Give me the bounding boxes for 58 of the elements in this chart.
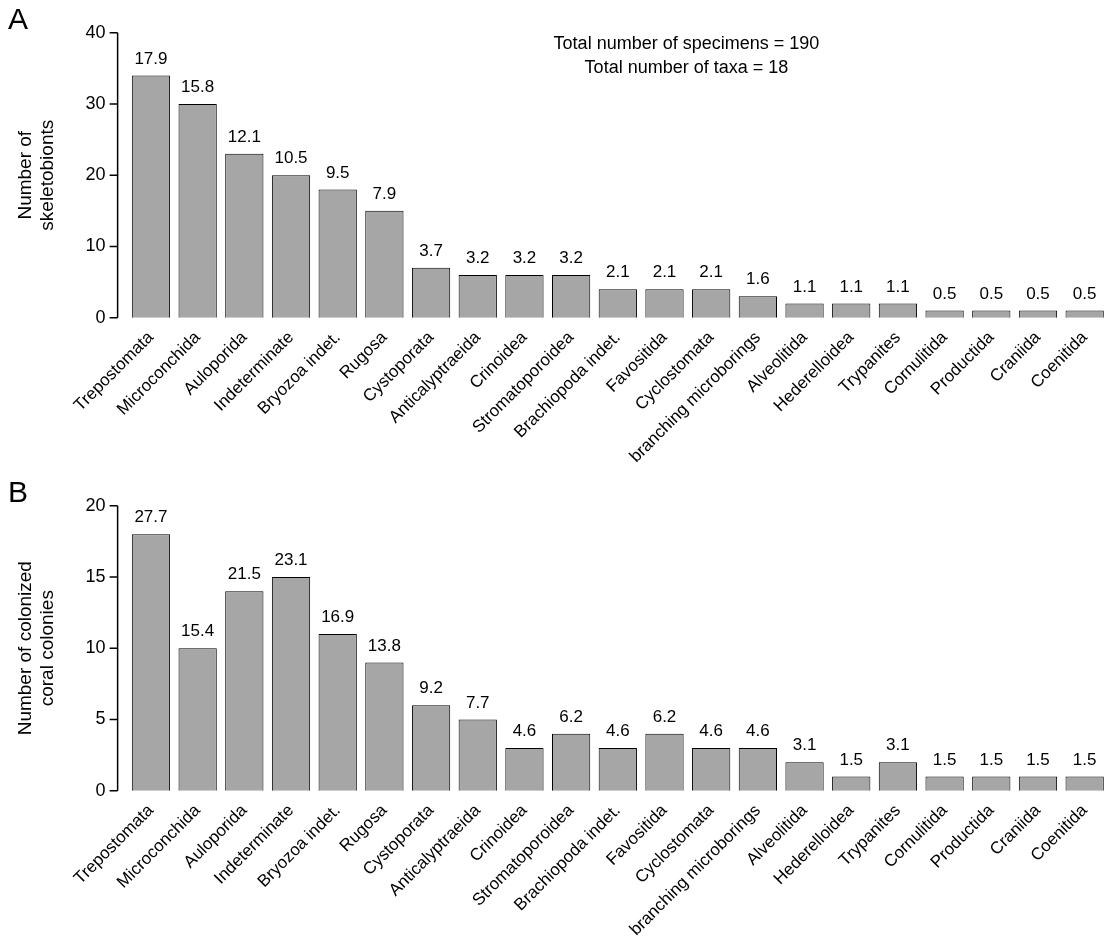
annotation: 2.1 [652,262,677,282]
annotation: 27.7 [134,507,168,527]
annotation: 2.1 [699,262,723,282]
y-tick-label: 10 [85,235,106,256]
chart-title: B [8,475,29,509]
y-axis-title: Number of colonized coral colonies [13,561,58,736]
annotation: 12.1 [227,127,261,147]
annotation: 4.6 [605,721,630,741]
annotation: 1.5 [979,749,1004,769]
annotation: Total number of specimens = 190 [553,32,820,53]
annotation: 4.6 [699,721,723,741]
annotation: 23.1 [274,550,308,570]
y-tick-label: 20 [85,164,106,185]
annotation: 15.8 [181,77,215,97]
y-tick-label: 20 [85,494,106,515]
annotation: 0.5 [979,283,1004,303]
annotation: 0.5 [1072,283,1097,303]
annotation: 2.1 [605,262,630,282]
y-tick-label: 10 [85,637,106,658]
annotation: 6.2 [559,706,583,726]
annotation: 9.5 [325,162,350,182]
annotation: 7.7 [465,692,490,712]
y-tick-label: 0 [95,306,106,327]
annotation: 3.2 [559,248,583,268]
annotation: 4.6 [512,721,537,741]
annotation: 0.5 [1026,283,1050,303]
chart-title: A [8,2,29,36]
annotation: 3.7 [419,240,443,260]
annotation: 1.5 [839,749,864,769]
annotation: 16.9 [321,607,355,627]
y-tick-label: 15 [85,565,106,586]
annotation: 7.9 [372,184,397,204]
annotation: 1.5 [1072,749,1097,769]
annotation: 13.8 [367,635,401,655]
annotation: 9.2 [419,678,443,698]
annotation: 1.6 [746,269,770,289]
annotation: 3.2 [465,248,490,268]
y-tick-label: 40 [85,21,106,42]
annotation: 21.5 [227,564,261,584]
annotation: 3.1 [792,735,817,755]
annotation: 4.6 [746,721,770,741]
y-tick-label: 0 [95,779,106,800]
annotation: Total number of taxa = 18 [584,56,789,77]
annotation: 1.5 [932,749,957,769]
annotation: 1.5 [1026,749,1050,769]
y-tick-label: 30 [85,92,106,113]
annotation: 10.5 [274,148,308,168]
annotation: 3.1 [886,735,910,755]
y-axis-title: Number of skeletobionts [13,119,58,231]
annotation: 15.4 [181,621,215,641]
annotation: 3.2 [512,248,537,268]
annotation: 1.1 [886,276,910,296]
y-tick-label: 5 [95,708,106,729]
annotation: 1.1 [792,276,817,296]
annotation: 1.1 [839,276,864,296]
annotation: 0.5 [932,283,957,303]
annotation: 6.2 [652,706,677,726]
annotation: 17.9 [134,48,168,68]
